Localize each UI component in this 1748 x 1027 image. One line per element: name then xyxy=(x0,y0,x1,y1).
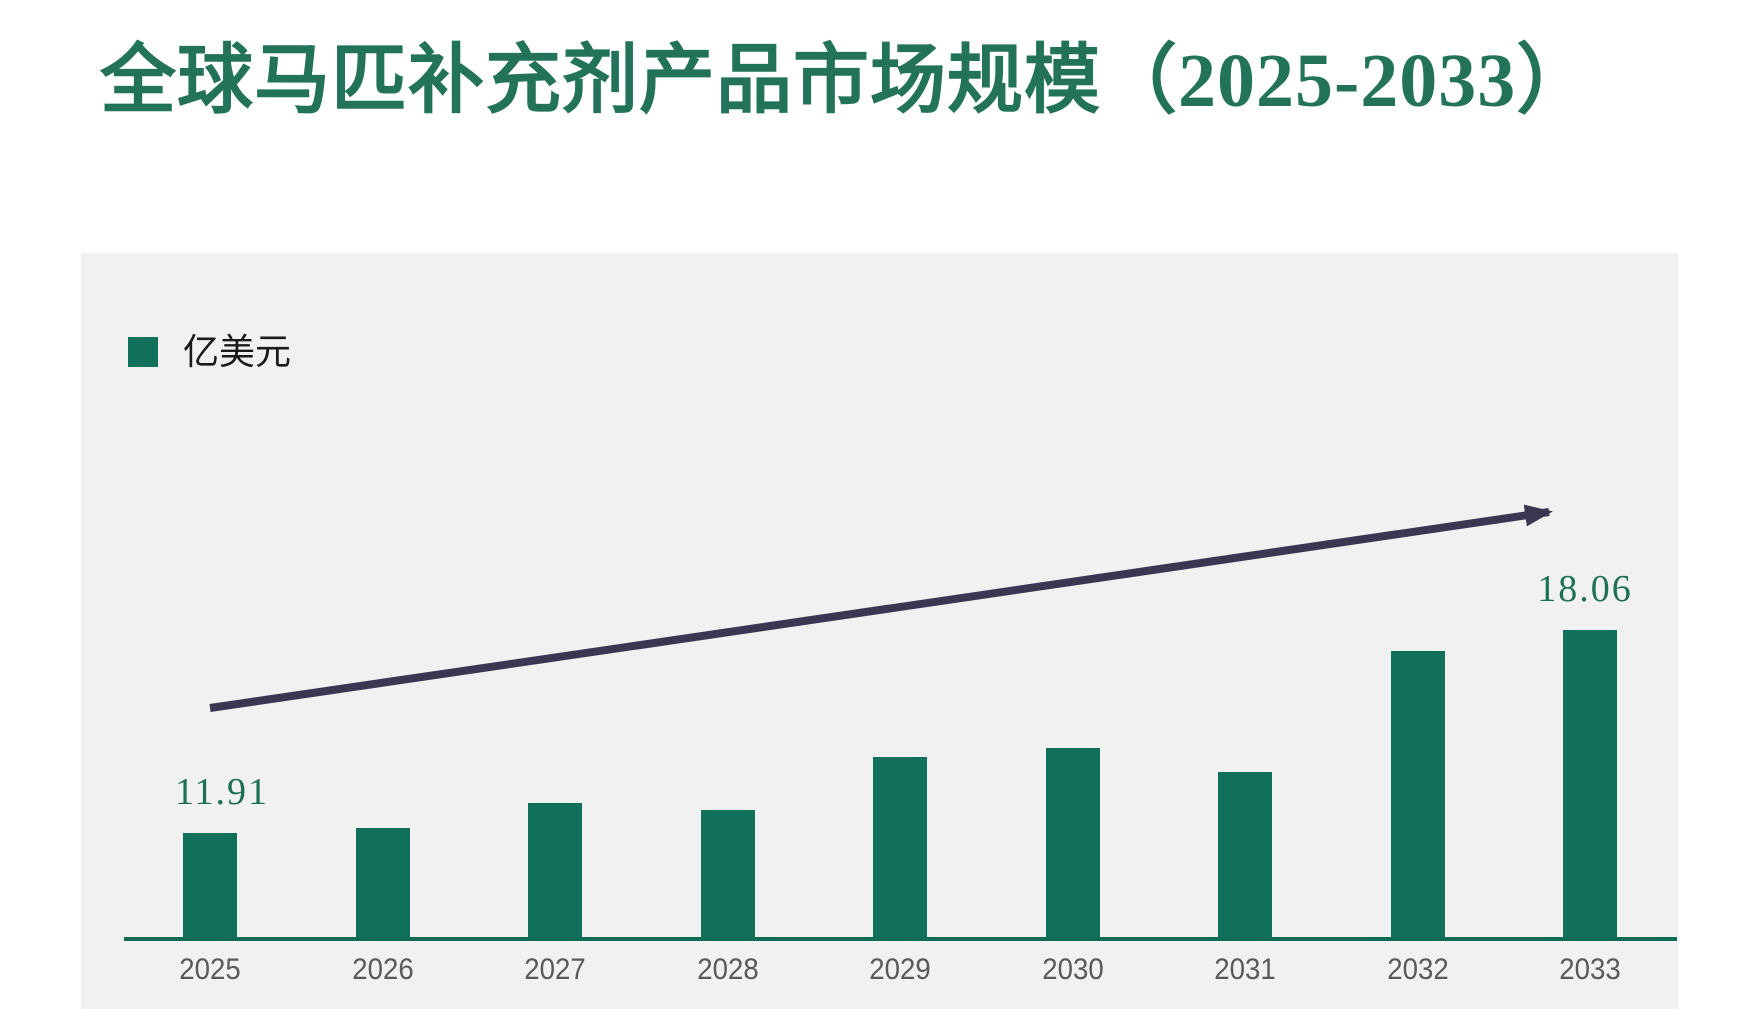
legend-label: 亿美元 xyxy=(183,332,292,372)
x-tick-2029: 2029 xyxy=(869,953,931,986)
x-axis-line xyxy=(124,937,1677,941)
x-tick-2025: 2025 xyxy=(179,953,241,986)
bar-2030 xyxy=(1046,748,1100,940)
x-tick-2028: 2028 xyxy=(697,953,759,986)
bar-2032 xyxy=(1391,651,1445,940)
plot-panel: 亿美元 11.91 18.06 2025 2026 2027 2028 2029 2030… xyxy=(81,253,1678,1009)
bar-2028 xyxy=(701,810,755,940)
value-label-last-bar: 18.06 xyxy=(1537,568,1633,610)
bar-2025 xyxy=(183,833,237,940)
x-tick-2033: 2033 xyxy=(1559,953,1621,986)
bar-2027 xyxy=(528,803,582,940)
x-tick-2026: 2026 xyxy=(352,953,414,986)
bar-2031 xyxy=(1218,772,1272,940)
bar-2029 xyxy=(873,757,927,940)
legend-swatch-icon xyxy=(128,337,158,367)
x-tick-2032: 2032 xyxy=(1387,953,1449,986)
value-label-first-bar: 11.91 xyxy=(174,771,270,813)
bar-2026 xyxy=(356,828,410,940)
x-tick-2027: 2027 xyxy=(524,953,586,986)
legend: 亿美元 xyxy=(128,332,292,372)
x-tick-2031: 2031 xyxy=(1214,953,1276,986)
chart-title: 全球马匹补充剂产品市场规模（2025-2033） xyxy=(100,39,1594,123)
bar-2033 xyxy=(1563,630,1617,940)
x-tick-2030: 2030 xyxy=(1042,953,1104,986)
